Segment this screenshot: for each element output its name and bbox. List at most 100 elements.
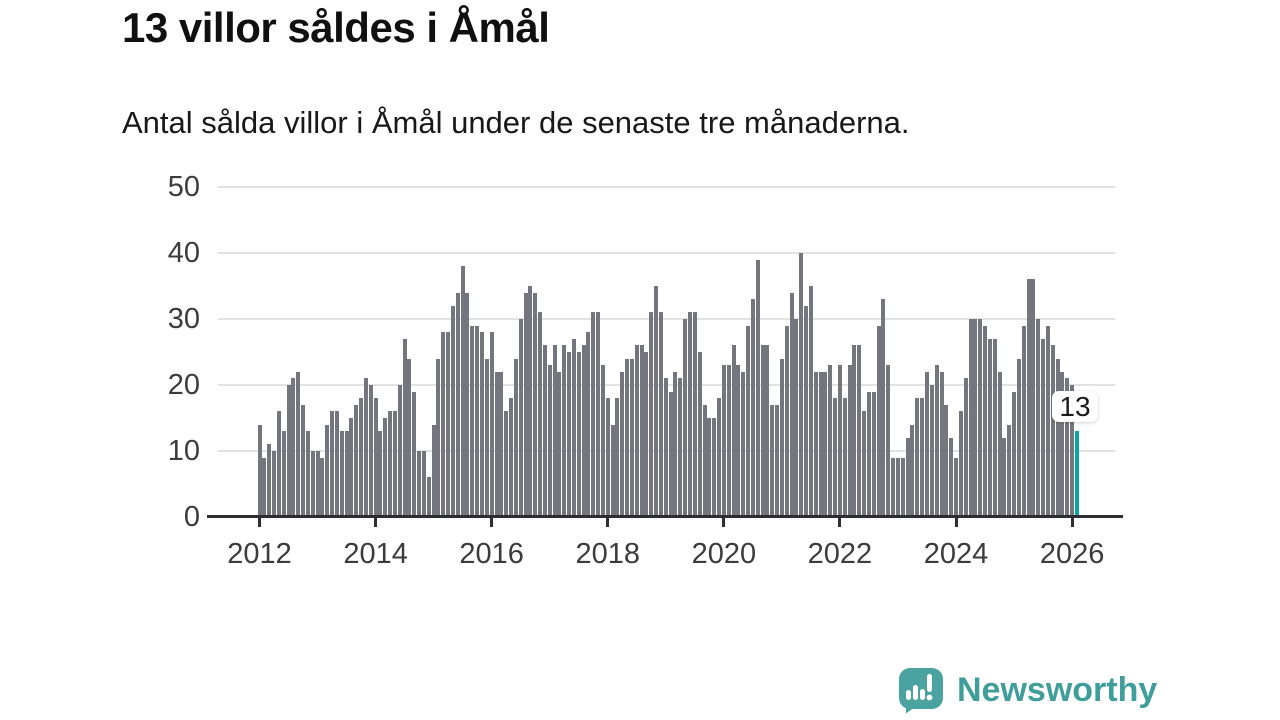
- bar: [915, 398, 920, 517]
- bar: [828, 365, 833, 517]
- bar: [954, 457, 959, 517]
- bar: [533, 292, 538, 517]
- brand-name: Newsworthy: [957, 671, 1158, 709]
- bar: [267, 444, 272, 517]
- bar: [368, 385, 373, 517]
- bar: [1007, 424, 1012, 517]
- gridline: [218, 318, 1115, 320]
- bar: [707, 418, 712, 517]
- x-tick-mark: [490, 518, 494, 527]
- x-tick-mark: [258, 518, 261, 527]
- bar: [741, 371, 746, 517]
- bar: [354, 404, 359, 517]
- bar: [929, 385, 934, 517]
- bar: [504, 411, 509, 517]
- bar: [620, 371, 625, 517]
- bar: [876, 325, 881, 517]
- bar: [542, 345, 547, 517]
- bar: [813, 371, 818, 517]
- bar: [837, 365, 842, 517]
- bar: [678, 378, 683, 517]
- bar: [1036, 319, 1041, 517]
- bar: [1031, 279, 1036, 517]
- bar: [668, 391, 673, 517]
- bar: [1012, 391, 1017, 517]
- x-tick-label: 2020: [691, 538, 757, 570]
- bar: [455, 292, 460, 517]
- bar: [339, 431, 344, 517]
- bar: [634, 345, 639, 517]
- x-tick-label: 2014: [343, 538, 408, 570]
- bar: [736, 365, 741, 517]
- bar: [726, 365, 731, 517]
- bar: [963, 378, 968, 517]
- bar: [581, 345, 586, 517]
- bar: [775, 404, 780, 517]
- x-tick-label: 2012: [227, 538, 292, 570]
- bar: [518, 319, 523, 517]
- bar: [750, 299, 755, 517]
- chart-title: 13 villor såldes i Åmål: [122, 4, 550, 51]
- bar: [373, 398, 378, 517]
- x-tick-label: 2016: [459, 538, 524, 570]
- bar: [789, 292, 794, 517]
- bar: [552, 345, 557, 517]
- bar: [1045, 325, 1050, 517]
- bar: [692, 312, 697, 517]
- bar: [591, 312, 596, 517]
- bar: [944, 404, 949, 517]
- bar: [799, 253, 804, 517]
- bar: [397, 385, 402, 517]
- x-tick-label: 2022: [807, 538, 873, 570]
- bar: [320, 457, 325, 517]
- gridline: [218, 186, 1115, 188]
- bar: [272, 451, 276, 517]
- bar: [301, 404, 306, 517]
- bar: [925, 371, 929, 517]
- x-axis-line: [207, 515, 1123, 518]
- bar: [973, 319, 978, 517]
- bar: [538, 312, 543, 517]
- y-tick-label: 30: [167, 303, 200, 335]
- bar: [881, 299, 886, 517]
- bar: [310, 451, 315, 517]
- bar: [436, 358, 441, 517]
- bar: [833, 398, 838, 517]
- bar: [857, 345, 862, 517]
- bar: [784, 325, 789, 517]
- bar: [349, 418, 354, 517]
- bar: [610, 424, 615, 517]
- bar: [547, 365, 552, 517]
- bar: [417, 451, 422, 517]
- bar: [1026, 279, 1031, 517]
- bar: [697, 352, 702, 517]
- bar: [765, 345, 770, 517]
- bar: [658, 312, 663, 517]
- bar: [1050, 345, 1055, 517]
- bar: [760, 345, 765, 517]
- bar: [978, 319, 983, 517]
- bar: [779, 358, 784, 517]
- bar: [262, 457, 267, 517]
- bar: [644, 352, 649, 517]
- bar: [571, 338, 576, 517]
- bar: [968, 319, 973, 517]
- bar: [494, 371, 499, 517]
- bar: [847, 365, 852, 517]
- bar: [1016, 358, 1021, 517]
- bar: [576, 352, 581, 517]
- bar: [596, 312, 601, 517]
- bar: [731, 345, 736, 517]
- bar: [586, 332, 591, 517]
- bar: [412, 391, 417, 517]
- x-tick-label: 2018: [575, 538, 640, 570]
- bar: [625, 358, 630, 517]
- bar: [1065, 378, 1070, 517]
- bar: [402, 338, 407, 517]
- x-tick-mark: [954, 518, 958, 527]
- bar: [997, 371, 1002, 517]
- x-tick-label: 2024: [923, 538, 989, 570]
- bar: [687, 312, 692, 517]
- bar: [712, 418, 717, 517]
- bar: [702, 404, 707, 517]
